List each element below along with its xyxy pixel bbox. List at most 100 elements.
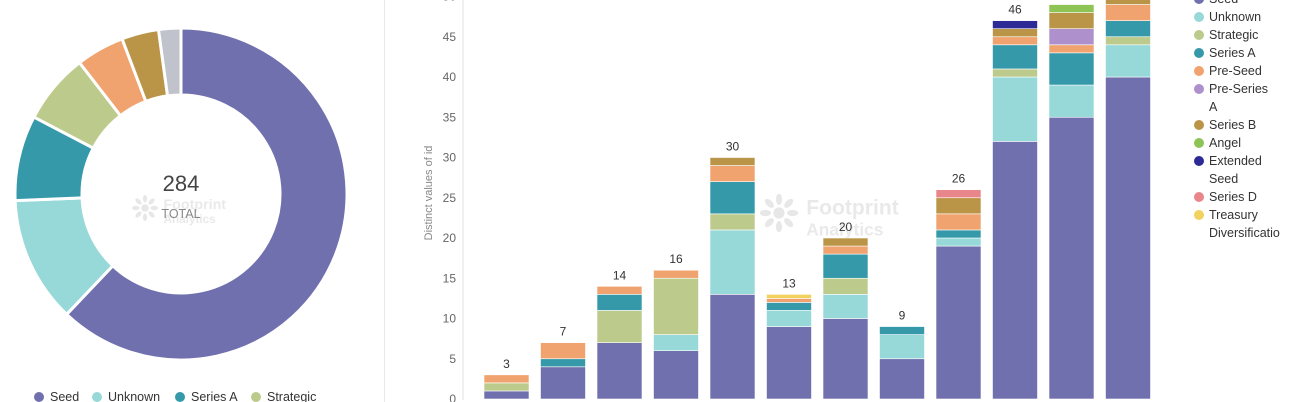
legend-item-angel[interactable]: Angel	[1194, 136, 1241, 150]
bar-segment-seed[interactable]	[992, 141, 1038, 400]
watermark-petal	[148, 211, 155, 218]
bar-4[interactable]	[653, 269, 699, 400]
watermark-petal	[135, 198, 142, 205]
bar-segment-strategic[interactable]	[653, 277, 699, 335]
donut-slice-seed[interactable]	[64, 26, 349, 362]
bar-segment-seed[interactable]	[822, 318, 869, 400]
bar-segment-extended-seed[interactable]	[992, 20, 1038, 29]
bar-segment-series-b[interactable]	[709, 157, 756, 166]
bar-12[interactable]	[1105, 0, 1151, 400]
bar-segment-seed[interactable]	[596, 342, 643, 400]
bar-segment-series-a[interactable]	[766, 302, 812, 311]
bar-segment-unknown[interactable]	[879, 334, 925, 360]
bar-segment-pre-seed[interactable]	[596, 285, 643, 295]
bar-7[interactable]	[822, 237, 869, 400]
bar-segment-strategic[interactable]	[483, 382, 530, 392]
bar-segment-unknown[interactable]	[822, 294, 869, 319]
bar-segment-series-b[interactable]	[935, 197, 982, 215]
legend-item-series-d[interactable]: Series D	[1194, 190, 1257, 204]
legend-label: Pre-Series	[1209, 82, 1268, 96]
legend-item-strategic[interactable]: Strategic	[1194, 28, 1258, 42]
bar-total-label: 9	[899, 309, 906, 323]
bar-segment-pre-seed[interactable]	[766, 298, 812, 303]
bar-segment-strategic[interactable]	[1105, 36, 1151, 46]
bar-segment-unknown[interactable]	[653, 334, 699, 352]
bar-segment-seed[interactable]	[879, 358, 925, 400]
bar-segment-series-a[interactable]	[596, 294, 643, 311]
bar-10[interactable]	[992, 20, 1038, 400]
bar-segment-series-a[interactable]	[1105, 20, 1151, 38]
bar-segment-series-a[interactable]	[992, 44, 1038, 70]
bar-segment-series-a[interactable]	[1048, 52, 1095, 86]
bar-segment-series-b[interactable]	[1105, 0, 1151, 5]
legend-item-unknown[interactable]: Unknown	[1194, 10, 1261, 24]
bar-segment-pre-seed[interactable]	[709, 165, 756, 182]
bar-segment-pre-series-a[interactable]	[1048, 28, 1095, 46]
bar-segment-strategic[interactable]	[822, 277, 869, 295]
bar-segment-angel[interactable]	[1048, 4, 1095, 13]
donut-legend-item-unknown[interactable]: Unknown	[92, 390, 160, 402]
bar-3[interactable]	[596, 285, 643, 400]
bar-segment-series-a[interactable]	[709, 181, 756, 215]
bar-segment-series-a[interactable]	[540, 358, 586, 368]
bar-6[interactable]	[766, 294, 812, 400]
donut-slice-other[interactable]	[156, 26, 183, 98]
bar-segment-pre-seed[interactable]	[1105, 4, 1151, 21]
legend-item-pre-series-a[interactable]: Pre-Series A	[1194, 82, 1268, 114]
legend-item-series-b[interactable]: Series B	[1194, 118, 1256, 132]
bar-segment-seed[interactable]	[709, 294, 756, 400]
watermark-petal	[150, 205, 159, 211]
legend-item-treasury-diversification[interactable]: Treasury Diversificatio	[1194, 208, 1280, 240]
bar-segment-strategic[interactable]	[709, 213, 756, 231]
donut-legend-item-series-a[interactable]: Series A	[175, 390, 238, 402]
bar-segment-seed[interactable]	[540, 366, 586, 400]
bar-segment-seed[interactable]	[653, 350, 699, 400]
bar-segment-treasury-diversification[interactable]	[766, 294, 812, 299]
watermark-petal	[775, 221, 783, 233]
legend-swatch	[1194, 156, 1204, 166]
bar-2[interactable]	[540, 342, 586, 400]
bar-segment-series-a[interactable]	[822, 253, 869, 279]
bar-segment-series-b[interactable]	[992, 28, 1038, 38]
bar-segment-unknown[interactable]	[766, 310, 812, 327]
bar-segment-seed[interactable]	[935, 245, 982, 400]
legend-item-extended-seed[interactable]: Extended Seed	[1194, 154, 1262, 186]
bar-segment-strategic[interactable]	[596, 310, 643, 343]
watermark-petal	[131, 205, 140, 211]
legend-item-pre-seed[interactable]: Pre-Seed	[1194, 64, 1262, 78]
bar-segment-series-d[interactable]	[935, 189, 982, 199]
bar-segment-series-b[interactable]	[822, 237, 869, 247]
legend-item-series-a[interactable]: Series A	[1194, 46, 1256, 60]
bar-9[interactable]	[935, 189, 982, 400]
bar-segment-unknown[interactable]	[1105, 44, 1151, 78]
bar-segment-seed[interactable]	[766, 326, 812, 400]
donut-legend-item-strategic[interactable]: Strategic	[251, 390, 316, 402]
bar-segment-pre-seed[interactable]	[483, 374, 530, 384]
bar-8[interactable]	[879, 326, 925, 400]
y-tick-label: 45	[443, 30, 457, 44]
bar-segment-pre-seed[interactable]	[992, 36, 1038, 46]
bar-5[interactable]	[709, 157, 756, 400]
bar-segment-pre-seed[interactable]	[1048, 44, 1095, 54]
bar-segment-pre-seed[interactable]	[540, 342, 586, 360]
bar-segment-unknown[interactable]	[1048, 84, 1095, 118]
bar-1[interactable]	[483, 374, 530, 400]
donut-legend-item-seed[interactable]: Seed	[34, 390, 79, 402]
bar-segment-series-a[interactable]	[879, 326, 925, 335]
legend-item-seed[interactable]: Seed	[1194, 0, 1238, 6]
bar-segment-series-a[interactable]	[935, 229, 982, 239]
bar-11[interactable]	[1048, 4, 1095, 400]
bar-segment-unknown[interactable]	[992, 76, 1038, 142]
bar-segment-seed[interactable]	[1048, 116, 1095, 400]
bar-segment-seed[interactable]	[1105, 76, 1151, 400]
bar-segment-pre-seed[interactable]	[935, 213, 982, 231]
bar-segment-unknown[interactable]	[935, 237, 982, 247]
bar-segment-seed[interactable]	[483, 390, 530, 400]
bar-segment-unknown[interactable]	[709, 229, 756, 295]
bar-segment-pre-seed[interactable]	[822, 245, 869, 255]
bar-segment-pre-seed[interactable]	[653, 269, 699, 279]
legend-label: Strategic	[1209, 28, 1258, 42]
bar-segment-strategic[interactable]	[992, 68, 1038, 78]
bar-segment-series-b[interactable]	[1048, 12, 1095, 29]
